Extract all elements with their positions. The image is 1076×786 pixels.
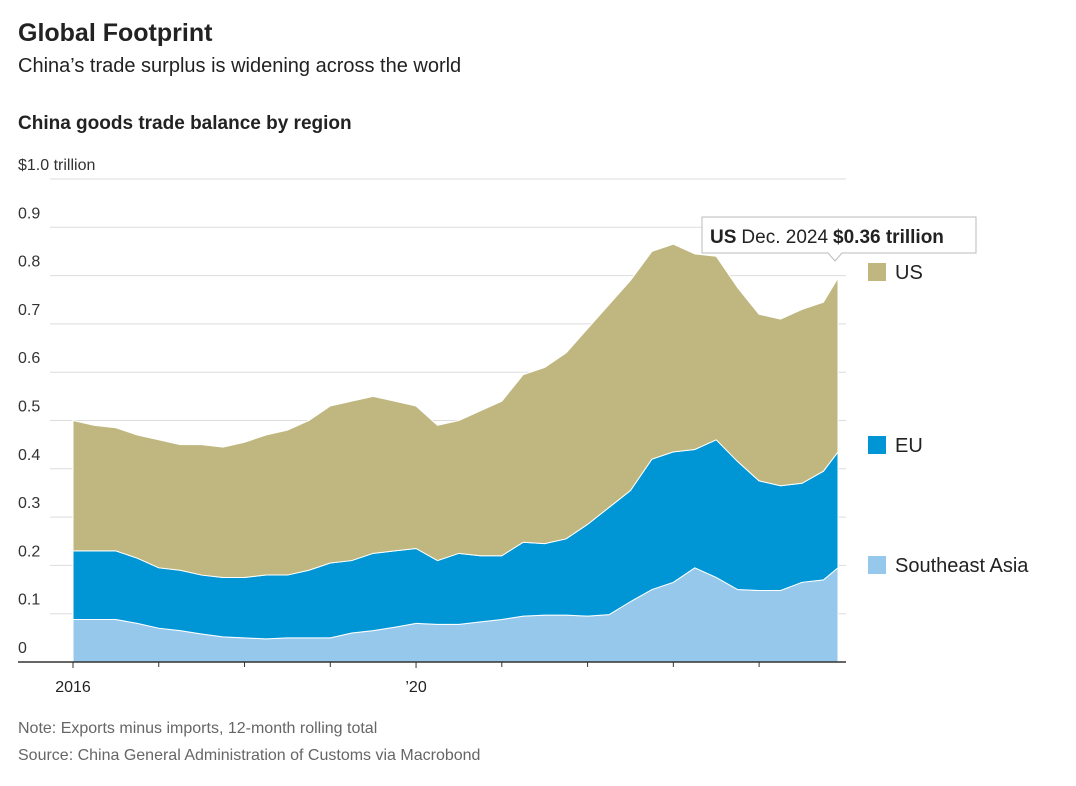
y-tick-label: 0.1 — [18, 592, 40, 609]
legend-label: EU — [895, 435, 923, 457]
legend-swatch — [868, 436, 886, 454]
y-tick-label: 0 — [18, 640, 27, 657]
callout-value: $0.36 trillion — [833, 227, 944, 248]
x-tick-label: 2016 — [55, 679, 91, 696]
legend-label: US — [895, 262, 923, 284]
callout-date: Dec. 2024 — [741, 227, 828, 248]
chart-title: China goods trade balance by region — [18, 113, 352, 134]
y-tick-label: 0.8 — [18, 254, 40, 271]
y-tick-label: 0.2 — [18, 543, 40, 560]
y-tick-label: 0.6 — [18, 350, 40, 367]
source: Source: China General Administration of … — [18, 747, 480, 764]
page-title: Global Footprint — [18, 19, 213, 47]
legend-swatch — [868, 263, 886, 281]
callout-box — [701, 216, 977, 262]
legend-label: Southeast Asia — [895, 555, 1029, 577]
x-tick-label: ’20 — [405, 679, 426, 696]
y-tick-label: 0.4 — [18, 447, 40, 464]
legend-swatch — [868, 556, 886, 574]
callout-series: US — [710, 227, 736, 248]
y-tick-label: 0.3 — [18, 495, 40, 512]
y-tick-label: 0.7 — [18, 302, 40, 319]
page-subtitle: China’s trade surplus is widening across… — [18, 55, 461, 77]
y-tick-label: 0.9 — [18, 205, 40, 222]
y-tick-label: $1.0 trillion — [18, 157, 95, 174]
area — [72, 243, 839, 578]
callout-text: US Dec. 2024 $0.36 trillion — [710, 227, 944, 248]
note: Note: Exports minus imports, 12-month ro… — [18, 720, 377, 737]
y-tick-label: 0.5 — [18, 399, 40, 416]
